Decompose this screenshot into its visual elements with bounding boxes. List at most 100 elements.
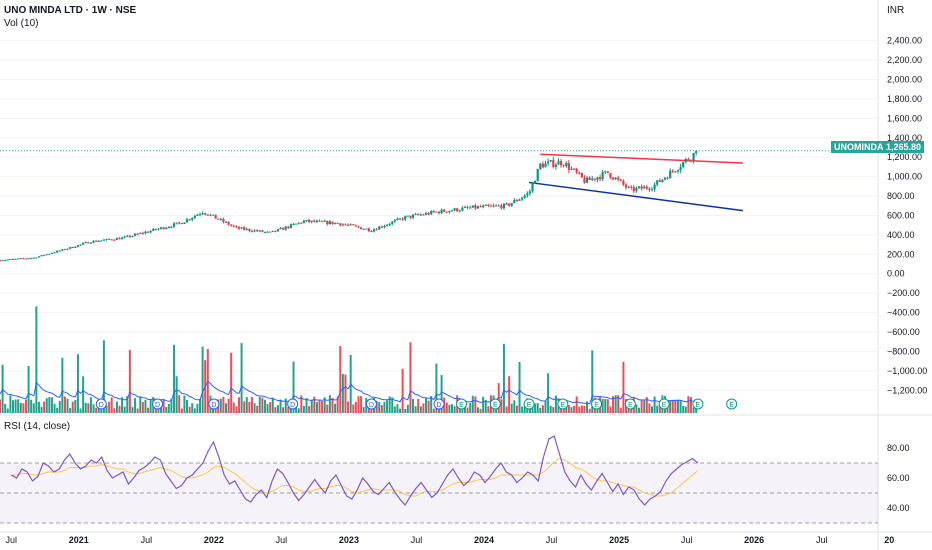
event-marker-d[interactable] [152, 398, 164, 410]
volume-bar [40, 406, 43, 413]
candle-body [297, 222, 300, 224]
candle-body [409, 215, 412, 218]
volume-bar [9, 395, 12, 413]
volume-bar [323, 397, 326, 413]
candle-body [276, 229, 280, 232]
volume-bar [180, 408, 183, 413]
event-marker-e[interactable] [591, 398, 603, 410]
event-marker-e[interactable] [624, 398, 636, 410]
event-marker-d[interactable] [287, 398, 299, 410]
candle-body [292, 223, 295, 225]
event-marker-text: E [729, 402, 734, 409]
candle-body [406, 215, 409, 217]
volume-bar [144, 399, 147, 413]
candle-body [198, 214, 202, 216]
volume-bar [263, 399, 266, 413]
volume-bar [331, 397, 334, 413]
candle-body [448, 210, 451, 213]
volume-bar [575, 396, 578, 413]
candle-body [523, 195, 526, 198]
volume-bar [328, 395, 331, 413]
candle-body [521, 197, 524, 200]
trendline-blue[interactable] [528, 181, 744, 212]
candle-body [502, 203, 506, 209]
volume-bar [191, 403, 194, 413]
candle-body [617, 177, 620, 180]
candle-body [635, 187, 638, 192]
volume-bar [430, 396, 433, 413]
candle-body [432, 211, 435, 213]
volume-bar [635, 404, 638, 413]
candle-body [544, 163, 547, 168]
event-marker-e[interactable] [523, 398, 535, 410]
event-marker-d[interactable] [433, 398, 445, 410]
price-tick-label: 1,200.00 [887, 152, 922, 162]
price-axis[interactable]: 2,400.00 2,200.00 2,000.00 1,800.00 1,600.00… [887, 36, 927, 396]
candle-body [58, 250, 61, 252]
candle-body [258, 230, 261, 232]
event-marker-e[interactable] [658, 398, 670, 410]
volume-bar [258, 396, 261, 413]
volume-bar [432, 408, 435, 413]
candle-body [19, 258, 22, 260]
rsi-band [0, 463, 878, 523]
event-marker-e[interactable] [557, 398, 569, 410]
volume-bar [315, 402, 318, 413]
volume-bar [56, 407, 59, 413]
candle-body [653, 184, 656, 190]
price-tick-label: 2,400.00 [887, 36, 922, 46]
candle-body [508, 203, 511, 206]
candle-body [321, 220, 324, 222]
candle-body [253, 230, 256, 232]
candle-body [414, 214, 417, 216]
volume-bar [521, 406, 524, 413]
volume-bar [248, 401, 251, 413]
trendline-red[interactable] [540, 153, 743, 164]
event-marker-e[interactable] [692, 398, 704, 410]
candle-body [495, 205, 498, 207]
volume-bar [354, 401, 357, 413]
volume-bar [554, 395, 557, 413]
candle-body [585, 177, 589, 183]
candle-body [380, 226, 383, 228]
volume-bar [393, 406, 396, 413]
candle-body [471, 205, 474, 208]
candle-body [466, 206, 469, 208]
candle-body [461, 207, 464, 211]
rsi-pane [0, 435, 878, 524]
candle-body [624, 184, 628, 188]
volume-bar [570, 407, 573, 413]
event-marker-d[interactable] [95, 398, 107, 410]
candle-body [6, 259, 9, 261]
candle-body [679, 167, 682, 171]
price-tick-label: −800.00 [887, 346, 920, 356]
event-marker-e[interactable] [489, 398, 501, 410]
candle-body [22, 258, 25, 260]
time-tick-label: 2026 [744, 535, 764, 545]
candle-body [604, 171, 607, 173]
event-marker-e[interactable] [456, 398, 468, 410]
trendlines[interactable] [528, 153, 744, 212]
candle-body [113, 239, 116, 241]
candle-body [583, 177, 586, 183]
volume-bar [243, 401, 246, 413]
candle-body [388, 224, 391, 226]
candle-body [656, 180, 659, 185]
rsi-axis[interactable]: 80.00 60.00 40.00 [887, 443, 910, 513]
event-marker-d[interactable] [208, 398, 220, 410]
candle-body [372, 229, 376, 232]
volume-bar [487, 406, 490, 413]
volume-bar [549, 405, 552, 413]
volume-bar [482, 396, 485, 413]
event-marker-d[interactable] [365, 398, 377, 410]
volume-bar [123, 406, 126, 413]
event-marker-e[interactable] [726, 398, 738, 410]
volume-bar [531, 406, 534, 413]
time-axis[interactable]: Jul 2021 Jul 2022 Jul 2023 Jul 2024 Jul 2025 Jul 20… [5, 535, 894, 545]
volume-bar [630, 408, 633, 413]
candle-body [513, 199, 516, 204]
candle-body [352, 224, 355, 226]
candle-body [539, 163, 542, 170]
